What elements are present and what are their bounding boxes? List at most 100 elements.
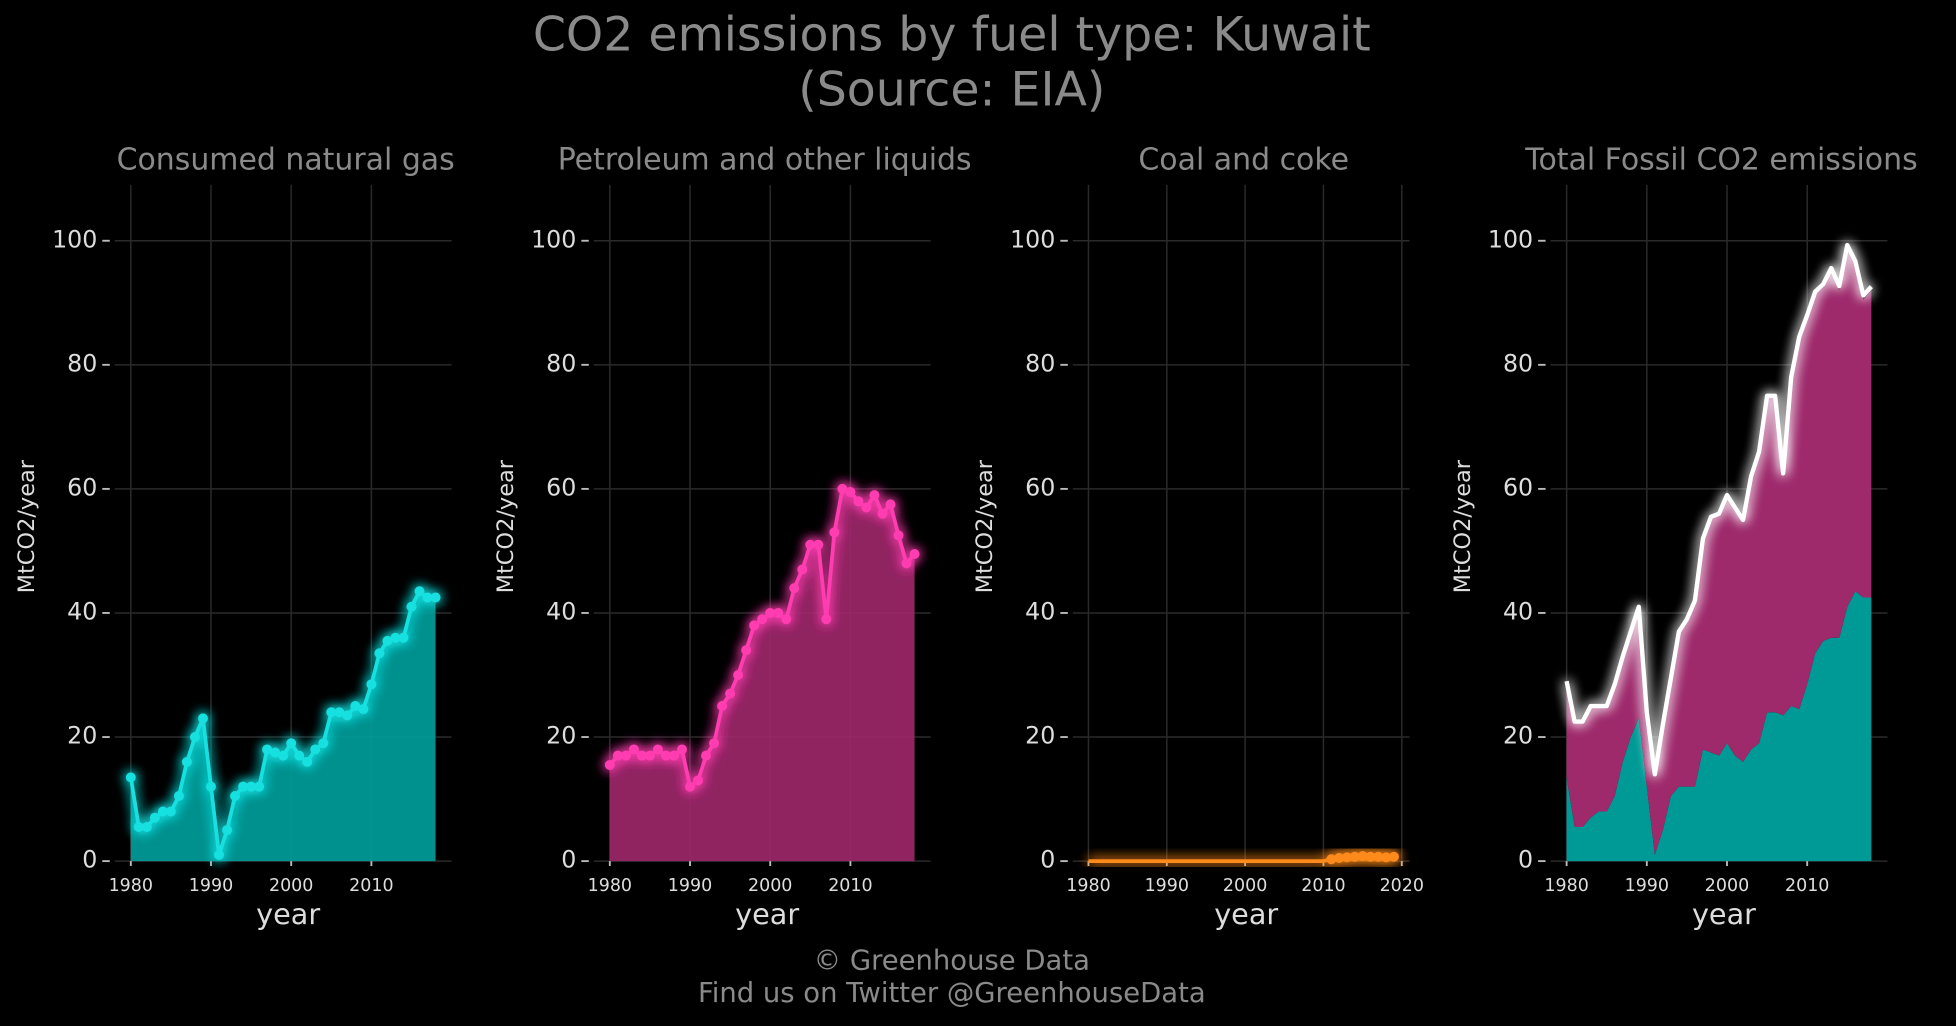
marker bbox=[181, 756, 192, 767]
marker bbox=[644, 750, 655, 761]
panel-title: Coal and coke bbox=[1138, 143, 1349, 178]
marker bbox=[861, 502, 872, 513]
marker bbox=[414, 586, 425, 597]
marker bbox=[757, 614, 768, 625]
y-tick-label: 0 bbox=[1518, 846, 1533, 874]
marker bbox=[1381, 852, 1392, 863]
marker bbox=[286, 738, 297, 749]
marker bbox=[406, 601, 417, 612]
x-tick-label: 1980 bbox=[1544, 876, 1588, 896]
y-tick-label: 0 bbox=[561, 846, 576, 874]
x-tick-label: 2000 bbox=[748, 876, 792, 896]
x-tick-label: 2010 bbox=[1785, 876, 1829, 896]
marker bbox=[246, 781, 257, 792]
figure-subtitle: (Source: EIA) bbox=[798, 63, 1105, 118]
marker bbox=[270, 747, 281, 758]
marker bbox=[837, 483, 848, 494]
marker bbox=[789, 583, 800, 594]
x-tick-label: 2000 bbox=[1705, 876, 1749, 896]
stacked-area bbox=[1566, 591, 1872, 862]
marker bbox=[1365, 851, 1376, 862]
y-tick-label: 40 bbox=[1503, 597, 1533, 625]
marker bbox=[741, 645, 752, 656]
marker bbox=[318, 738, 329, 749]
marker bbox=[125, 772, 136, 783]
marker bbox=[652, 744, 663, 755]
x-tick-label: 1980 bbox=[1066, 876, 1110, 896]
marker bbox=[1388, 851, 1399, 862]
panel-title: Petroleum and other liquids bbox=[558, 143, 972, 178]
x-axis-label: year bbox=[1692, 897, 1756, 931]
y-tick-label: 80 bbox=[1503, 349, 1533, 377]
x-tick-label: 1990 bbox=[1625, 876, 1669, 896]
x-tick-label: 2020 bbox=[1380, 876, 1424, 896]
x-tick-label: 1990 bbox=[668, 876, 712, 896]
glow-group bbox=[125, 586, 441, 860]
marker bbox=[149, 812, 160, 823]
marker bbox=[709, 738, 720, 749]
figure-title: CO2 emissions by fuel type: Kuwait bbox=[533, 8, 1371, 63]
marker bbox=[885, 499, 896, 510]
y-tick-label: 0 bbox=[1040, 846, 1055, 874]
marker bbox=[422, 592, 433, 603]
marker bbox=[1373, 851, 1384, 862]
y-axis-label: MtCO2/year bbox=[14, 459, 40, 593]
x-tick-label: 1990 bbox=[1145, 876, 1189, 896]
area bbox=[130, 591, 436, 862]
y-tick-label: 60 bbox=[1503, 473, 1533, 501]
marker bbox=[189, 732, 200, 743]
marker bbox=[206, 781, 216, 792]
y-tick-label: 20 bbox=[1503, 722, 1533, 750]
x-tick-label: 2000 bbox=[269, 876, 313, 896]
marker bbox=[133, 821, 144, 832]
x-axis-label: year bbox=[735, 897, 799, 931]
marker bbox=[797, 564, 808, 575]
marker bbox=[350, 701, 361, 712]
y-tick-label: 60 bbox=[1025, 473, 1055, 501]
marker bbox=[821, 614, 832, 625]
stacked-area bbox=[1566, 250, 1872, 855]
marker bbox=[877, 508, 888, 519]
marker bbox=[668, 750, 679, 761]
marker bbox=[1357, 851, 1368, 862]
y-tick-label: 20 bbox=[1025, 722, 1055, 750]
marker bbox=[1334, 853, 1345, 863]
marker bbox=[165, 806, 176, 817]
marker bbox=[612, 750, 623, 761]
x-axis-label: year bbox=[256, 897, 320, 931]
marker bbox=[366, 679, 377, 690]
marker bbox=[805, 539, 816, 550]
marker bbox=[1326, 854, 1337, 865]
y-tick-label: 80 bbox=[1025, 349, 1055, 377]
marker bbox=[238, 781, 249, 792]
marker bbox=[173, 790, 184, 801]
marker bbox=[374, 648, 385, 659]
x-tick-label: 2010 bbox=[1301, 876, 1345, 896]
y-axis-label: MtCO2/year bbox=[493, 459, 519, 593]
x-axis-label: year bbox=[1214, 897, 1278, 931]
y-tick-label: 40 bbox=[67, 597, 97, 625]
y-tick-label: 100 bbox=[1488, 225, 1533, 253]
glow-group bbox=[604, 483, 920, 792]
y-tick-label: 60 bbox=[546, 473, 576, 501]
glow-group bbox=[1564, 242, 1873, 777]
marker bbox=[358, 704, 369, 715]
marker bbox=[909, 549, 920, 560]
y-axis-label: MtCO2/year bbox=[1450, 459, 1476, 593]
line bbox=[1564, 242, 1873, 777]
y-tick-label: 20 bbox=[67, 722, 97, 750]
area bbox=[609, 488, 915, 862]
marker bbox=[869, 490, 880, 501]
marker bbox=[829, 527, 840, 538]
marker bbox=[342, 710, 353, 721]
marker bbox=[765, 607, 776, 618]
marker bbox=[701, 750, 712, 761]
marker bbox=[197, 713, 208, 724]
x-tick-label: 2000 bbox=[1223, 876, 1267, 896]
marker bbox=[254, 781, 265, 792]
marker bbox=[749, 620, 760, 631]
marker bbox=[382, 635, 393, 646]
glow-group bbox=[1088, 851, 1399, 865]
panel: Total Fossil CO2 emissions 0 20 40 60 80 100 19… bbox=[1450, 143, 1918, 931]
